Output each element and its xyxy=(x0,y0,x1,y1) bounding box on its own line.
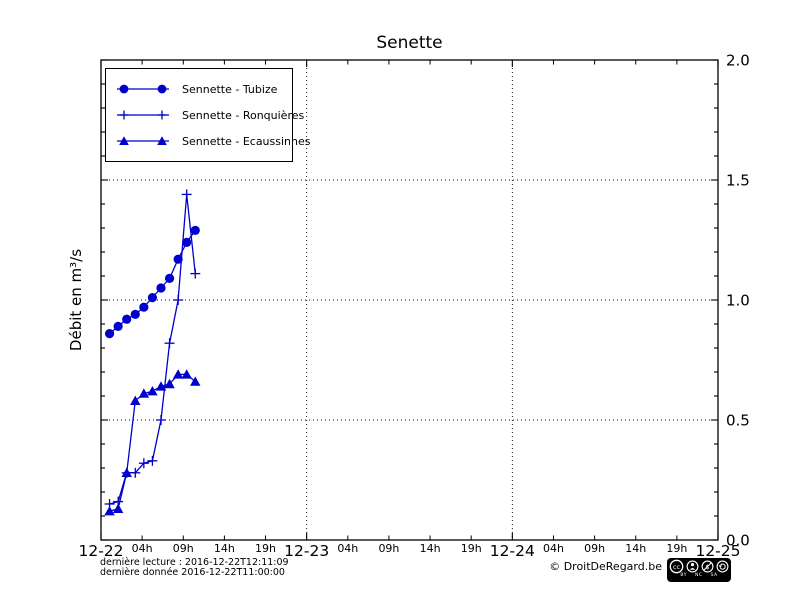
legend: Sennette - Tubize Sennette - Ronquières … xyxy=(105,68,311,162)
last-reading-text: dernière lecture : 2016-12-22T12:11:09 xyxy=(100,557,289,568)
y-axis-label: Débit en m³/s xyxy=(67,248,85,352)
y-tick-label: 0.0 xyxy=(726,532,750,550)
x-day-tick-label: 12-23 xyxy=(284,542,329,560)
x-hour-tick-label: 14h xyxy=(420,542,441,555)
x-hour-tick-label: 04h xyxy=(337,542,358,555)
legend-item-ecaussinnes: Sennette - Ecaussinnes xyxy=(114,128,311,154)
x-hour-tick-label: 04h xyxy=(132,542,153,555)
chart-title: Senette xyxy=(376,33,443,53)
x-day-tick-label: 12-24 xyxy=(490,542,535,560)
legend-label: Sennette - Ecaussinnes xyxy=(182,134,311,148)
legend-label: Sennette - Tubize xyxy=(182,82,278,96)
sa-label: SA xyxy=(710,573,718,578)
legend-item-ronquieres: Sennette - Ronquières xyxy=(114,102,304,128)
by-person-icon xyxy=(686,560,699,573)
triangle-marker-line-icon xyxy=(117,136,169,145)
last-data-text: dernière donnée 2016-12-22T11:00:00 xyxy=(100,567,285,578)
x-day-tick-label: 12-22 xyxy=(78,542,123,560)
x-hour-tick-label: 04h xyxy=(543,542,564,555)
x-hour-tick-label: 14h xyxy=(625,542,646,555)
x-hour-tick-label: 09h xyxy=(584,542,605,555)
cc-icon: cc xyxy=(669,559,684,574)
y-tick-label: 1.5 xyxy=(726,172,750,190)
by-label: BY xyxy=(680,573,688,578)
plus-marker-line-icon xyxy=(117,110,169,120)
y-tick-label: 2.0 xyxy=(726,52,750,70)
y-tick-label: 0.5 xyxy=(726,412,750,430)
x-day-tick-label: 12-25 xyxy=(695,542,740,560)
legend-item-tubize: Sennette - Tubize xyxy=(114,76,284,102)
x-hour-tick-label: 09h xyxy=(173,542,194,555)
cc-license-badge: cc $ BY NC SA xyxy=(667,558,731,582)
nc-no-dollar-icon: $ xyxy=(701,560,714,573)
copyright-text: © DroitDeRegard.be xyxy=(549,560,662,573)
x-hour-tick-label: 19h xyxy=(666,542,687,555)
legend-label: Sennette - Ronquières xyxy=(182,108,305,122)
x-hour-tick-label: 09h xyxy=(378,542,399,555)
y-tick-label: 1.0 xyxy=(726,292,750,310)
x-hour-tick-label: 14h xyxy=(214,542,235,555)
x-hour-tick-label: 19h xyxy=(255,542,276,555)
circle-marker-line-icon xyxy=(117,84,169,94)
svg-text:cc: cc xyxy=(673,563,681,571)
nc-label: NC xyxy=(695,573,703,578)
sa-share-alike-icon xyxy=(716,560,729,573)
x-hour-tick-label: 19h xyxy=(461,542,482,555)
